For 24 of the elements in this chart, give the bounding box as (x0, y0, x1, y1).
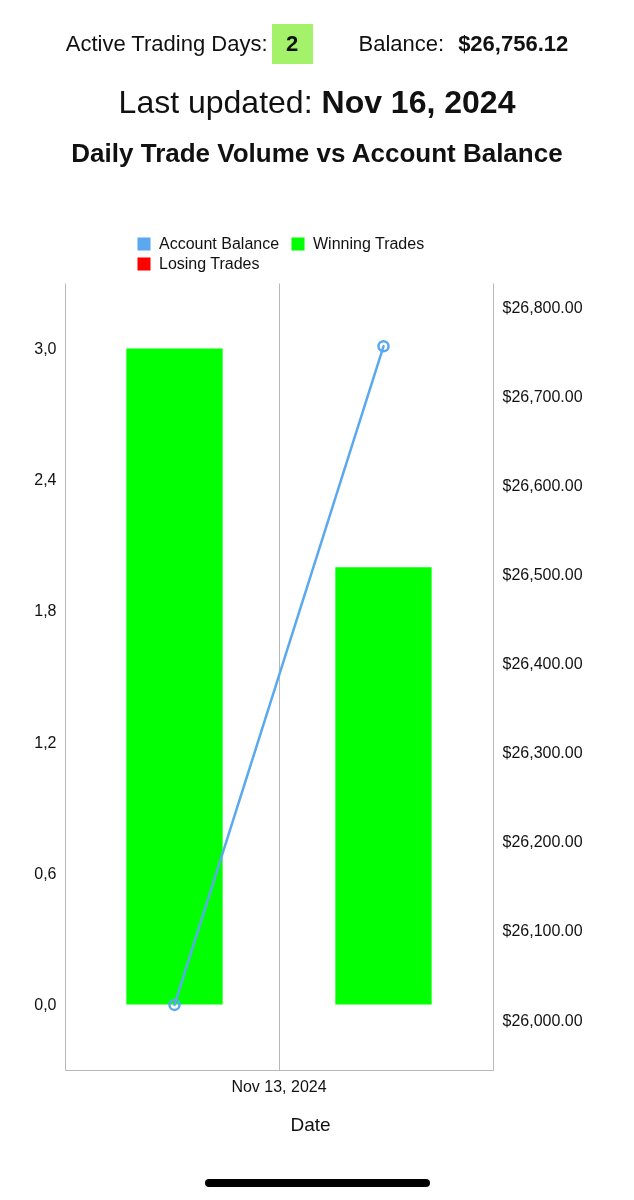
y-tick-label: 0,0 (34, 995, 57, 1013)
legend-label: Winning Trades (313, 235, 425, 252)
y-tick-label: 1,8 (34, 602, 57, 620)
y2-tick-label: $26,100.00 (502, 922, 583, 940)
x-axis-title: Date (290, 1113, 331, 1135)
y2-tick-label: $26,700.00 (502, 387, 583, 405)
y-tick-label: 0,6 (34, 864, 57, 882)
y-tick-label: 1,2 (34, 733, 57, 751)
chart-title: Daily Trade Volume vs Account Balance (71, 137, 563, 169)
y2-tick-label: $26,800.00 (502, 298, 583, 316)
y2-tick-label: $26,300.00 (502, 744, 583, 762)
text: Balance: $26,756.12 (358, 31, 569, 57)
y2-tick-label: $26,500.00 (502, 565, 583, 583)
text: Nov 13, 2024 (231, 1078, 327, 1096)
y2-tick-label: $26,600.00 (502, 476, 583, 494)
y-tick-label: 3,0 (34, 340, 57, 358)
y2-tick-label: $26,400.00 (502, 655, 583, 673)
legend-label: Account Balance (159, 235, 280, 252)
y2-tick-label: $26,000.00 (502, 1011, 583, 1029)
y2-tick-label: $26,200.00 (502, 833, 583, 851)
y-tick-label: 2,4 (34, 471, 57, 489)
highlight-box: 2 (271, 24, 313, 64)
text: Last updated: Nov 16, 2024 (118, 83, 516, 121)
legend-label: Losing Trades (159, 255, 260, 272)
